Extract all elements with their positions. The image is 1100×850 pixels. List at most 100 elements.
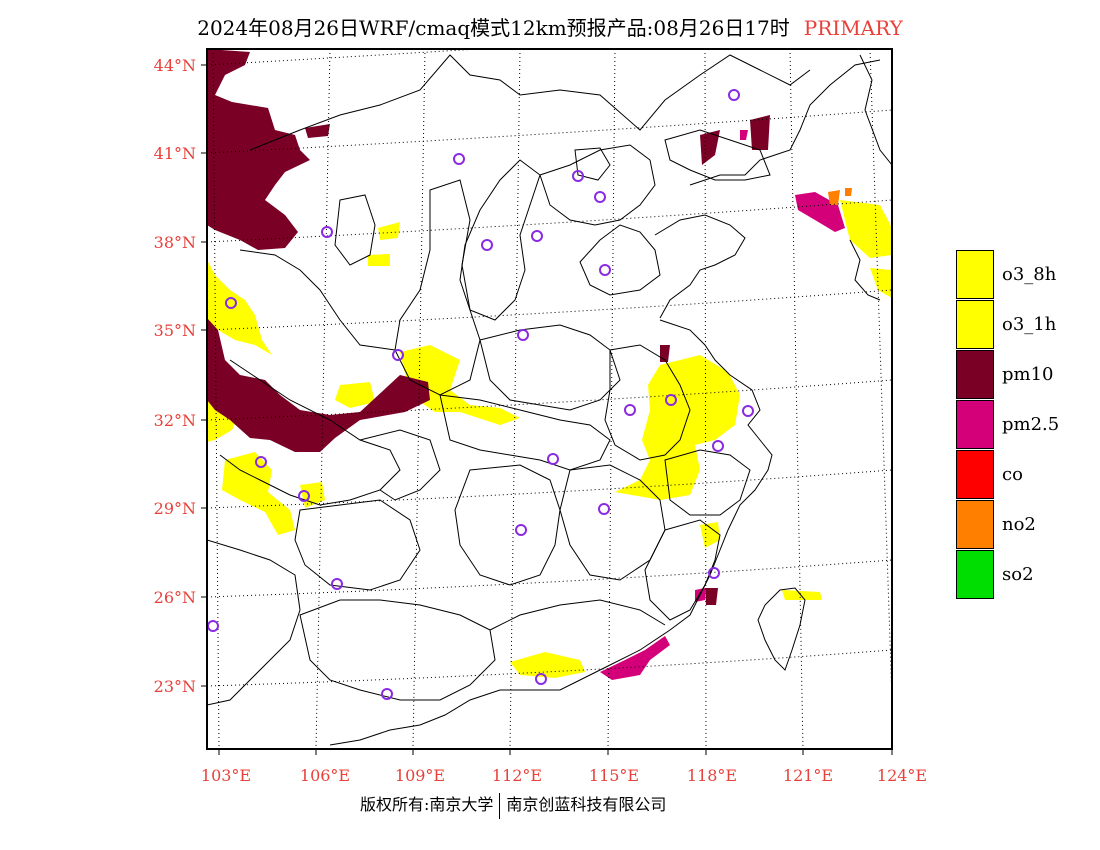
copyright-right: 南京创蓝科技有限公司 — [506, 795, 667, 814]
pm10-patch-fujian — [705, 588, 718, 605]
title-tag: PRIMARY — [803, 16, 903, 40]
copyright-left: 版权所有:南京大学 — [360, 795, 494, 814]
station-marker — [665, 394, 677, 406]
boundary-ningxia — [334, 194, 376, 266]
station-marker — [298, 490, 310, 502]
o3-patch-ordos — [378, 222, 400, 240]
legend-item: no2 — [956, 499, 1059, 549]
pm10-patch-liaoning — [700, 130, 720, 165]
lon-line-124 — [869, 49, 892, 701]
pm10-patch-ningxia — [305, 124, 330, 138]
legend-label: o3_8h — [1002, 263, 1057, 285]
station-marker — [712, 440, 724, 452]
station-marker — [331, 578, 343, 590]
o3-patch-west — [207, 260, 272, 355]
lon-label: 121°E — [783, 766, 833, 785]
station-marker — [572, 170, 584, 182]
map-content — [207, 49, 892, 749]
boundary-inner-mongolia — [249, 54, 811, 151]
lon-line-115 — [607, 49, 616, 749]
legend-label: so2 — [1002, 563, 1034, 585]
pm10-patch-liaodong — [750, 115, 770, 150]
o3-patch-taiwan-n — [782, 590, 822, 600]
boundary-hunan — [454, 464, 561, 586]
lon-label: 106°E — [300, 766, 350, 785]
station-marker — [515, 524, 527, 536]
boundary-henan — [479, 324, 621, 411]
lon-line-106 — [315, 49, 331, 749]
o3-patch-hanzhong — [335, 382, 375, 408]
o3-patch-shaanxi — [400, 345, 520, 425]
boundary-hebei — [539, 144, 656, 226]
legend-item: pm10 — [956, 349, 1059, 399]
pm25-patch-guangdong — [600, 636, 670, 680]
legend-item: co — [956, 449, 1059, 499]
boundary-korea-west — [849, 239, 881, 301]
legend-label: pm10 — [1002, 363, 1054, 385]
station-marker — [708, 567, 720, 579]
lat-line-32 — [207, 379, 892, 421]
legend-item: o3_8h — [956, 249, 1059, 299]
pm25-patch-liaoning — [740, 130, 748, 140]
lat-label: 44°N — [154, 56, 196, 75]
station-marker — [598, 503, 610, 515]
lat-line-41 — [207, 109, 892, 154]
boundary-yunnan — [207, 539, 301, 706]
boundary-guangxi — [299, 599, 496, 701]
o3-patch-fujian-coast — [700, 522, 720, 548]
boundary-shandong — [579, 224, 661, 296]
lat-line-29 — [207, 469, 892, 509]
legend-item: pm2.5 — [956, 399, 1059, 449]
graticule — [207, 49, 892, 749]
legend-swatch — [956, 399, 994, 449]
lon-label: 109°E — [395, 766, 445, 785]
boundary-korea — [859, 54, 892, 166]
boundary-taiwan — [757, 587, 806, 671]
legend: o3_8h o3_1h pm10 pm2.5 co no2 so2 — [956, 249, 1059, 599]
station-marker — [392, 349, 404, 361]
boundary-chongqing — [359, 429, 441, 501]
boundary-bohai-coast — [654, 214, 746, 319]
lat-line-23 — [207, 649, 892, 687]
no2-patch-liaodong — [845, 188, 852, 196]
boundary-gansu — [239, 249, 396, 351]
boundary-liaoning — [664, 129, 771, 181]
copyright-notice: 版权所有:南京大学 南京创蓝科技有限公司 — [360, 791, 666, 819]
station-marker — [599, 264, 611, 276]
lon-line-109 — [412, 49, 426, 749]
title-main: 2024年08月26日WRF/cmaq模式12km预报产品:08月26日17时 — [197, 16, 790, 40]
legend-swatch — [956, 499, 994, 549]
station-marker — [535, 673, 547, 685]
lon-line-112 — [509, 49, 521, 749]
boundary-zhejiang — [664, 449, 751, 516]
lat-label: 41°N — [154, 144, 196, 163]
station-marker — [742, 405, 754, 417]
station-marker — [624, 404, 636, 416]
map-title: 2024年08月26日WRF/cmaq模式12km预报产品:08月26日17时 P… — [0, 12, 1100, 41]
o3-patch-sichuan-south — [222, 452, 295, 535]
lon-label: 115°E — [589, 766, 639, 785]
lon-label: 103°E — [201, 766, 251, 785]
station-marker — [594, 191, 606, 203]
o3-patch-korea — [870, 268, 892, 298]
station-marker — [453, 153, 465, 165]
lat-line-35 — [207, 289, 892, 331]
lat-line-38 — [207, 199, 892, 243]
lat-label: 35°N — [154, 321, 196, 340]
legend-item: o3_1h — [956, 299, 1059, 349]
boundary-fujian — [644, 519, 721, 621]
o3-patch-yangtze — [615, 355, 740, 500]
station-marker — [225, 297, 237, 309]
legend-swatch — [956, 249, 994, 299]
lon-label: 112°E — [492, 766, 542, 785]
legend-swatch — [956, 449, 994, 499]
lon-label: 124°E — [877, 766, 927, 785]
legend-item: so2 — [956, 549, 1059, 599]
station-marker — [481, 239, 493, 251]
o3-patch-loess — [368, 254, 390, 266]
lat-line-44 — [207, 49, 487, 66]
boundary-jiangsu-anhui — [604, 344, 691, 461]
boundary-guizhou — [294, 499, 421, 591]
boundary-north-china-coast — [689, 59, 881, 186]
